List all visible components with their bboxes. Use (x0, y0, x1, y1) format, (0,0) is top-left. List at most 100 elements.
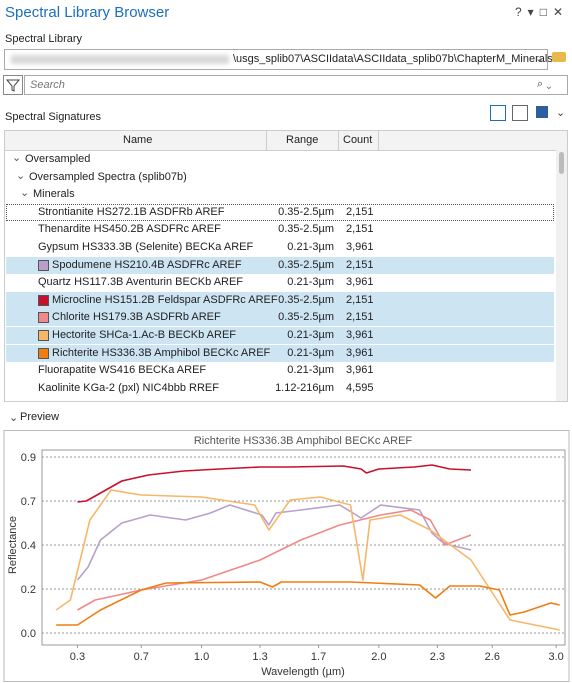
row-range: 1.12-216µm (275, 381, 334, 394)
plot-area (41, 449, 566, 646)
tree-group[interactable]: Minerals (33, 188, 75, 201)
col-divider (378, 131, 379, 150)
row-count: 3,961 (346, 364, 374, 377)
library-combo[interactable]: \usgs_splib07\ASCIIdata\ASCIIdata_splib0… (4, 49, 553, 70)
row-name: Spodumene HS210.4B ASDFRc AREF (52, 258, 242, 271)
row-count: 2,151 (346, 205, 374, 218)
row-range: 0.21-3µm (287, 241, 334, 253)
row-range: 0.35-2.5µm (278, 311, 334, 324)
y-axis-label: Reflectance (7, 516, 19, 574)
table-row[interactable]: Hectorite SHCa-1.Ac-B BECKb AREF 0.21-3µm… (6, 327, 554, 344)
y-tick-label: 0.4 (21, 540, 36, 552)
color-swatch (38, 259, 49, 271)
row-name: Microcline HS151.2B Feldspar ASDFRc AREF (52, 293, 278, 306)
row-range: 0.21-3µm (287, 329, 334, 341)
color-swatch (38, 294, 49, 306)
tree-group[interactable]: Oversampled Spectra (splib07b) (29, 170, 187, 183)
row-name: Kaolinite KGa-2 (pxl) NIC4bbb RREF (38, 381, 219, 394)
signatures-label: Spectral Signatures (5, 111, 101, 123)
chart-title: Richterite HS336.3B Amphibol BECKc AREF (194, 435, 413, 447)
row-count: 3,961 (346, 276, 374, 289)
y-tick-label: 0.9 (21, 452, 36, 464)
row-name: Chlorite HS179.3B ASDFRb AREF (52, 311, 221, 324)
tree-group[interactable]: Oversampled (25, 153, 91, 165)
filter-button[interactable] (3, 75, 23, 95)
table-row[interactable]: Strontianite HS272.1B ASDFRb AREF 0.35-2.… (6, 203, 554, 221)
row-range: 0.35-2.5µm (278, 205, 334, 218)
row-count: 2,151 (346, 223, 374, 236)
x-tick-label: 1.3 (252, 651, 267, 663)
tree-view-button[interactable] (490, 105, 506, 121)
column-header[interactable]: Count (343, 134, 373, 146)
row-name: Strontianite HS272.1B ASDFRb AREF (38, 205, 225, 218)
folder-icon[interactable] (552, 52, 566, 62)
col-divider (338, 131, 339, 150)
table-row[interactable]: Gypsum HS333.3B (Selenite) BECKa AREF 0.2… (6, 239, 554, 256)
x-tick-label: 2.0 (371, 651, 386, 663)
save-button[interactable] (536, 106, 548, 118)
table-row[interactable]: Richterite HS336.3B Amphibol BECKc AREF 0… (6, 344, 554, 362)
color-swatch (38, 312, 49, 324)
scrollbar[interactable] (556, 150, 567, 401)
x-axis-label: Wavelength (µm) (261, 666, 345, 678)
row-count: 2,151 (346, 293, 374, 306)
spectrum-line (77, 509, 472, 611)
table-row[interactable]: Thenardite HS450.2B ASDFRc AREF 0.35-2.5µ… (6, 221, 554, 238)
table-row[interactable]: Microcline HS151.2B Feldspar ASDFRc AREF… (6, 291, 554, 309)
row-name: Quartz HS117.3B Aventurin BECKb AREF (38, 276, 244, 289)
spectrum-line (77, 464, 472, 503)
table-header (5, 131, 567, 151)
color-swatch (38, 330, 49, 341)
search-box[interactable]: Search ⌕ ⌄ (24, 75, 568, 95)
row-count: 3,961 (346, 329, 374, 341)
library-path: \usgs_splib07\ASCIIdata\ASCIIdata_splib0… (233, 53, 553, 65)
list-view-button[interactable] (512, 105, 528, 121)
table-row[interactable]: Kaolinite KGa-2 (pxl) NIC4bbb RREF 1.12-2… (6, 380, 554, 397)
table-row[interactable]: Fluorapatite WS416 BECKa AREF 0.21-3µm 3,9… (6, 362, 554, 379)
y-tick-label: 0.7 (21, 496, 36, 508)
row-range: 0.35-2.5µm (278, 293, 334, 306)
column-header[interactable]: Name (123, 134, 153, 146)
save-menu[interactable]: ⌄ (556, 107, 566, 119)
expand-arrow[interactable]: ⌄ (20, 187, 30, 200)
table-row[interactable]: Chlorite HS179.3B ASDFRb AREF 0.35-2.5µm 2… (6, 309, 554, 327)
column-header[interactable]: Range (286, 134, 319, 146)
x-tick-label: 0.7 (134, 651, 149, 663)
window-title: Spectral Library Browser (5, 4, 170, 21)
preview-arrow[interactable]: ⌄ (9, 412, 19, 424)
row-count: 2,151 (346, 258, 374, 271)
table-row[interactable]: Quartz HS117.3B Aventurin BECKb AREF 0.21… (6, 274, 554, 291)
combo-arrow: ⌄ (535, 53, 545, 65)
col-divider (266, 131, 267, 150)
x-tick-label: 1.0 (194, 651, 209, 663)
preview-label: Preview (20, 411, 60, 423)
row-name: Richterite HS336.3B Amphibol BECKc AREF (52, 346, 271, 359)
search-placeholder: Search (30, 79, 65, 91)
row-count: 3,961 (346, 346, 374, 359)
row-name: Gypsum HS333.3B (Selenite) BECKa AREF (38, 241, 254, 253)
filter-icon (5, 79, 21, 92)
expand-arrow[interactable]: ⌄ (16, 169, 26, 182)
row-name: Fluorapatite WS416 BECKa AREF (38, 364, 207, 377)
row-count: 4,595 (346, 381, 374, 394)
spectrum-line (55, 489, 560, 631)
y-tick-label: 0.2 (21, 584, 36, 596)
expand-arrow[interactable]: ⌄ (12, 152, 22, 164)
library-label: Spectral Library (5, 33, 83, 45)
color-swatch (38, 347, 49, 359)
row-range: 0.21-3µm (287, 346, 334, 359)
x-tick-label: 3.0 (548, 651, 563, 663)
blurred-path (11, 55, 229, 64)
row-count: 2,151 (346, 311, 374, 324)
row-range: 0.35-2.5µm (278, 223, 334, 236)
window-controls[interactable]: ?▾□✕ (515, 5, 569, 19)
row-range: 0.21-3µm (287, 364, 334, 377)
table-row[interactable]: Spodumene HS210.4B ASDFRc AREF 0.35-2.5µm… (6, 256, 554, 274)
x-tick-label: 2.6 (485, 651, 500, 663)
spectrum-line (56, 581, 560, 626)
x-tick-label: 1.7 (311, 651, 326, 663)
scroll-thumb[interactable] (559, 152, 564, 174)
y-tick-label: 0.0 (21, 628, 36, 640)
row-name: Thenardite HS450.2B ASDFRc AREF (38, 223, 221, 236)
